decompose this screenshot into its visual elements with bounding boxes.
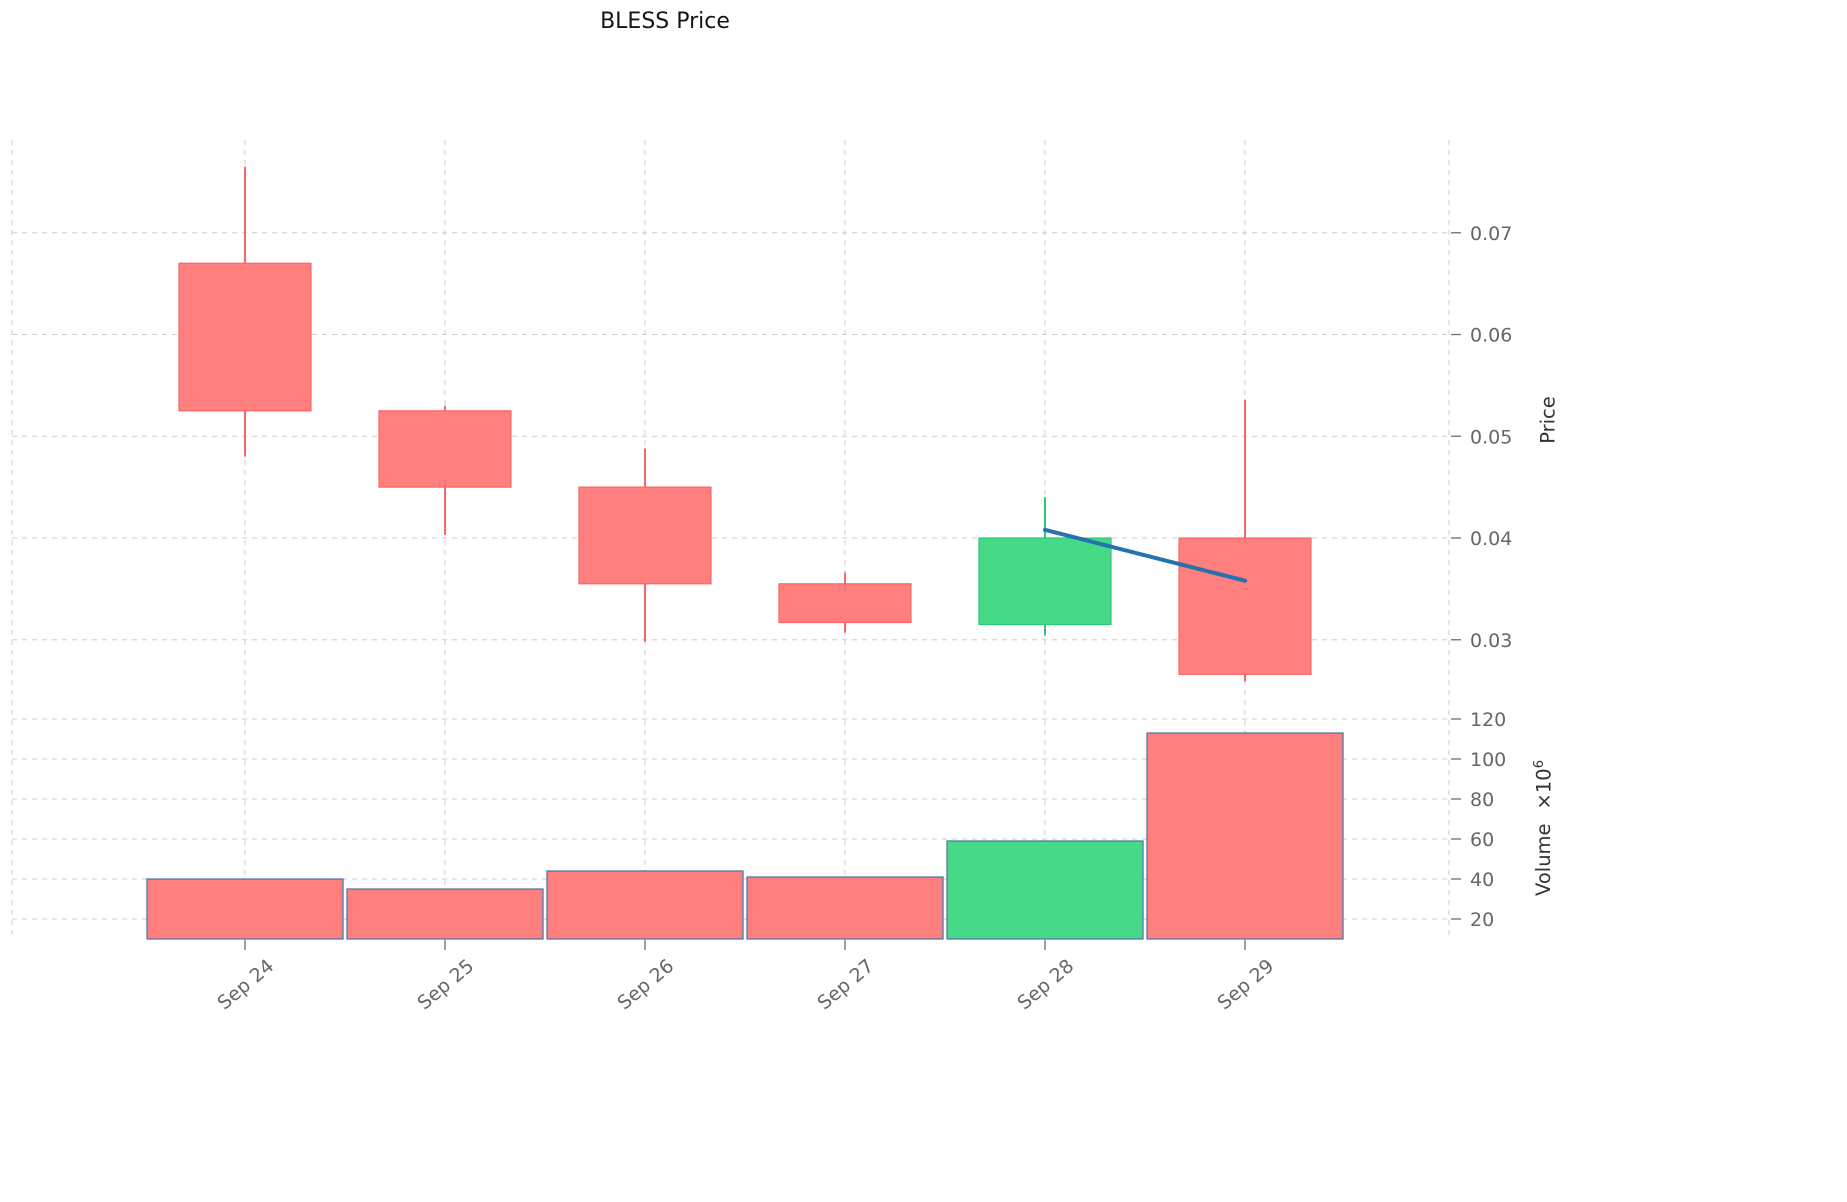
- date-tick-label: Sep 27: [813, 955, 878, 1014]
- date-tick-label: Sep 29: [1213, 955, 1278, 1014]
- candle-body: [178, 262, 312, 412]
- volume-tick-label: 80: [1470, 789, 1494, 811]
- trendline: [1043, 527, 1247, 583]
- candle-body: [1178, 537, 1312, 675]
- price-tick-label: 0.06: [1470, 325, 1512, 347]
- volume-axis-multiplier-base: ×10: [1531, 768, 1555, 810]
- price-tick-label: 0.05: [1470, 426, 1512, 448]
- volume-axis-label: Volume ×106: [1531, 760, 1555, 896]
- volume-bar: [346, 888, 544, 940]
- volume-bar: [946, 840, 1144, 940]
- price-tick-label: 0.03: [1470, 630, 1512, 652]
- volume-tick-label: 120: [1470, 709, 1506, 731]
- volume-tick-label: 100: [1470, 749, 1506, 771]
- volume-bar: [746, 876, 944, 940]
- candle-body: [578, 486, 712, 585]
- volume-tick-label: 60: [1470, 829, 1494, 851]
- price-tick-label: 0.07: [1470, 223, 1512, 245]
- candle-body: [978, 537, 1112, 626]
- date-tick-label: Sep 28: [1013, 955, 1078, 1014]
- date-tick-label: Sep 26: [613, 955, 678, 1014]
- volume-bar: [146, 878, 344, 940]
- chart-title: BLESS Price: [600, 9, 730, 34]
- volume-bar: [1146, 732, 1344, 940]
- volume-axis-multiplier: ×106: [1531, 760, 1555, 810]
- price-tick-label: 0.04: [1470, 528, 1512, 550]
- price-axis-label-text: Price: [1536, 396, 1560, 444]
- date-tick-label: Sep 25: [413, 955, 478, 1014]
- volume-tick-label: 40: [1470, 869, 1494, 891]
- volume-tick-label: 20: [1470, 909, 1494, 931]
- volume-bar: [546, 870, 744, 940]
- price-axis-label: Price: [1537, 396, 1560, 444]
- date-tick-label: Sep 24: [213, 955, 278, 1014]
- volume-axis-multiplier-exponent: 6: [1531, 760, 1547, 769]
- volume-axis-label-text: Volume: [1531, 823, 1555, 896]
- candle-body: [778, 583, 912, 624]
- candle-body: [378, 410, 512, 488]
